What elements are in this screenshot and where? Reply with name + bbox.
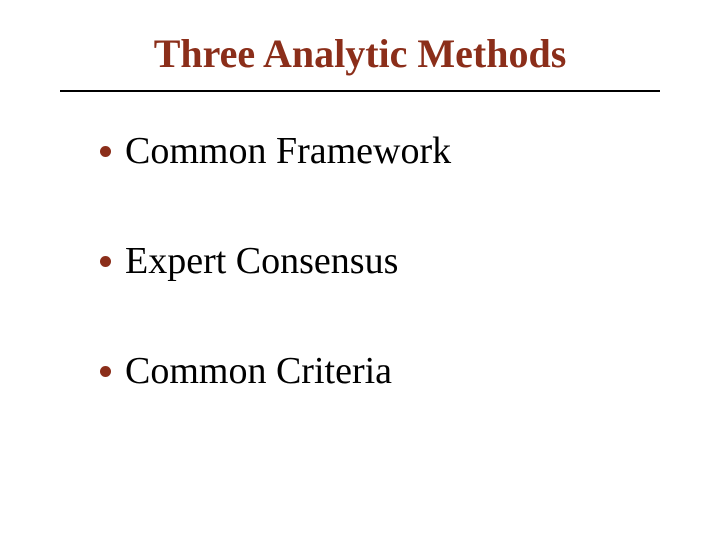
bullet-text: Expert Consensus [125,242,398,280]
bullet-icon [100,256,111,267]
bullet-list: Common Framework Expert Consensus Common… [100,132,720,390]
list-item: Common Criteria [100,352,720,390]
bullet-icon [100,146,111,157]
content-area: Common Framework Expert Consensus Common… [0,92,720,390]
slide-title: Three Analytic Methods [70,30,650,78]
list-item: Expert Consensus [100,242,720,280]
bullet-text: Common Criteria [125,352,392,390]
slide-container: Three Analytic Methods Common Framework … [0,0,720,540]
list-item: Common Framework [100,132,720,170]
bullet-text: Common Framework [125,132,451,170]
title-container: Three Analytic Methods [0,30,720,78]
bullet-icon [100,366,111,377]
